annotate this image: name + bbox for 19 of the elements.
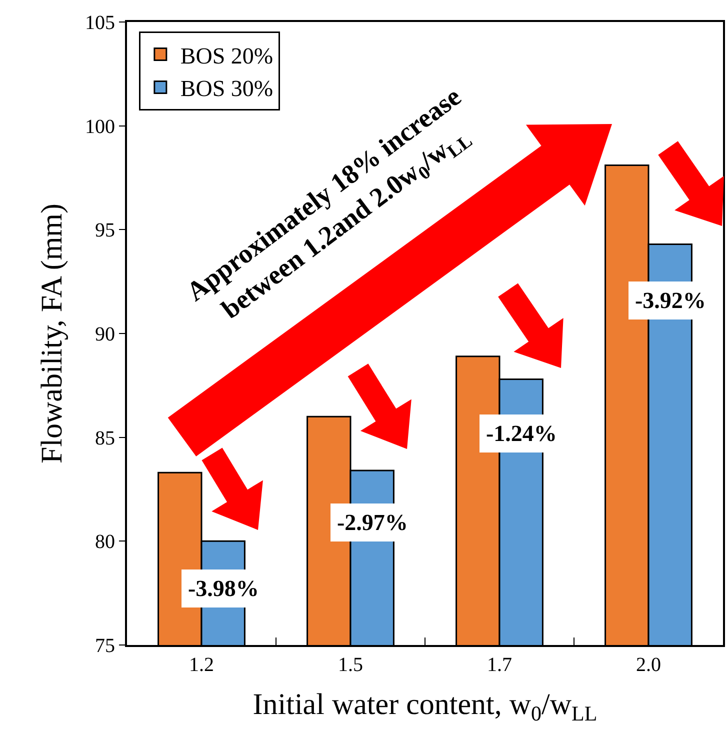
x-tick-label: 1.2 <box>189 654 214 676</box>
annotation: -3.98% <box>188 576 259 601</box>
x-axis-title: Initial water content, w$_{0}$/w$_{LL}$ <box>252 688 598 726</box>
y-tick-label: 90 <box>95 324 115 346</box>
y-tick-label: 100 <box>85 116 115 138</box>
x-tick-label: 1.7 <box>487 654 512 676</box>
y-tick-label: 95 <box>95 220 115 242</box>
y-tick-label: 105 <box>85 12 115 34</box>
annotation: -1.24% <box>486 421 557 446</box>
y-axis-title: Flowability, FA (mm) <box>36 203 68 464</box>
y-tick-label: 85 <box>95 427 115 450</box>
x-tick-label: 2.0 <box>636 654 661 676</box>
annotation: -3.92% <box>635 288 706 313</box>
y-tick-label: 80 <box>95 531 115 554</box>
annotation: -2.97% <box>337 510 408 535</box>
legend-label: BOS 30% <box>180 76 274 102</box>
y-tick-label: 75 <box>95 635 115 657</box>
legend-label: BOS 20% <box>180 43 274 68</box>
x-tick-label: 1.5 <box>338 654 363 676</box>
